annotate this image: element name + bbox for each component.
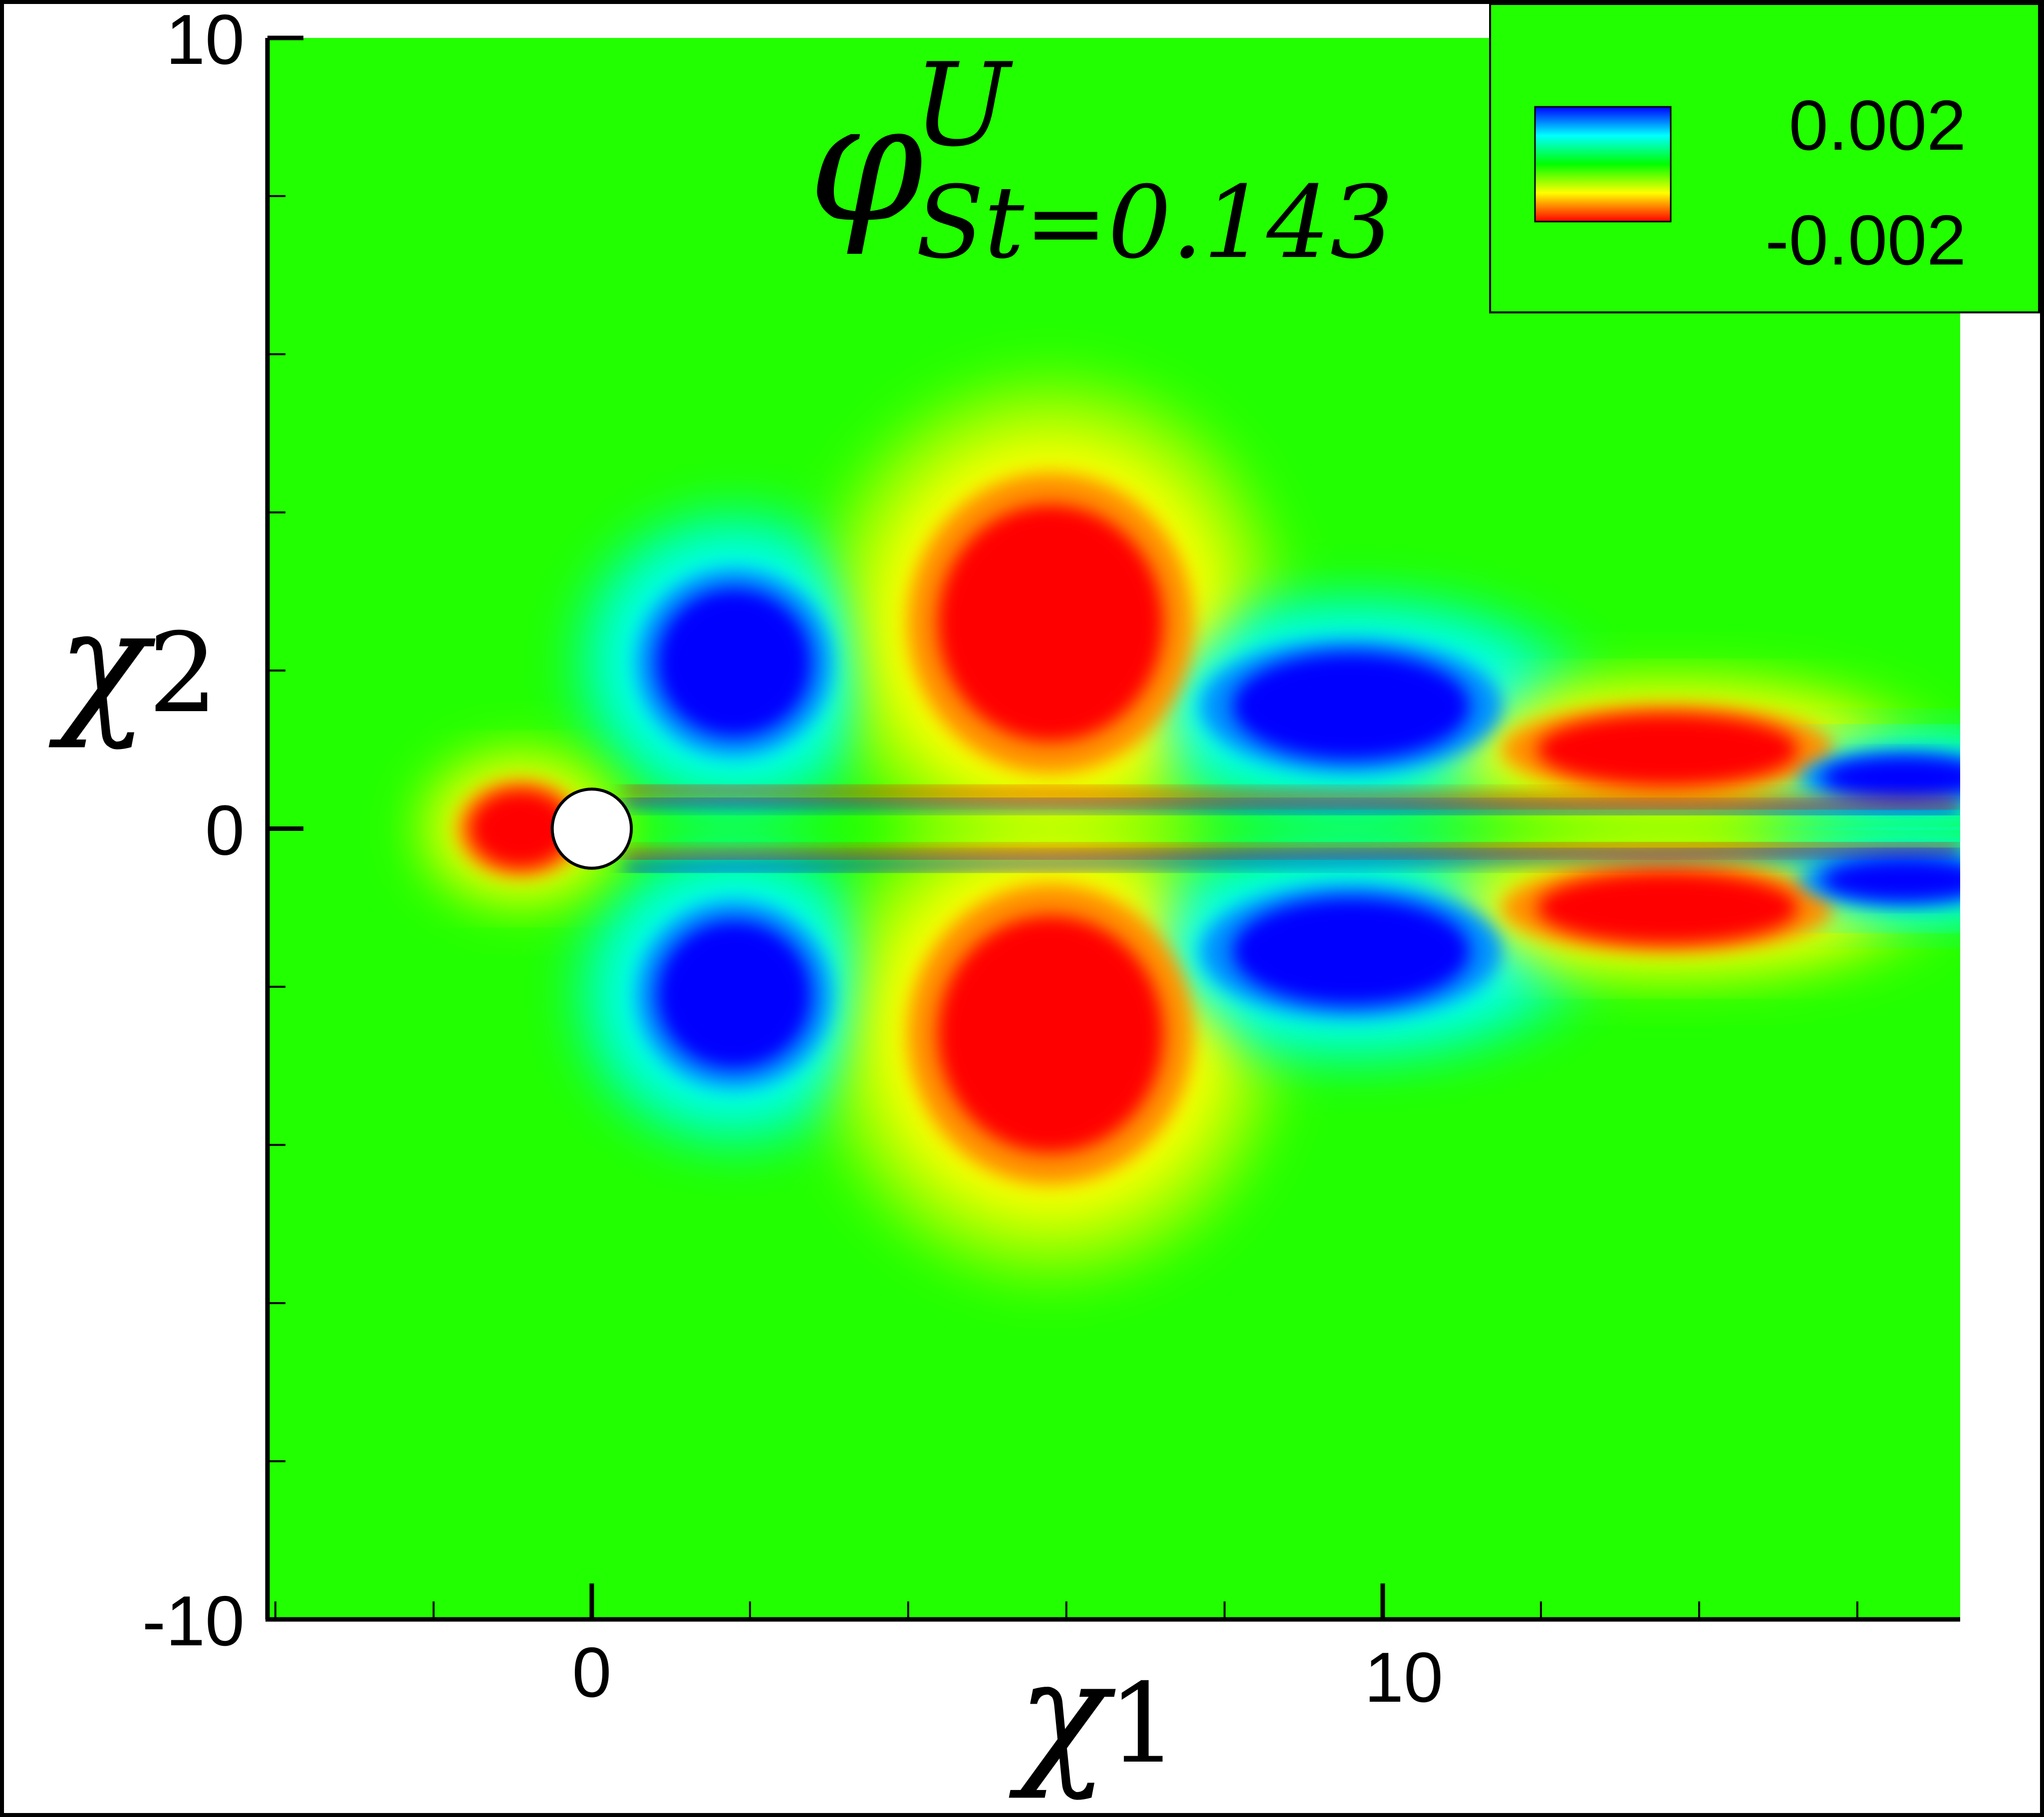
colorbar-min-label: -0.002 <box>1765 201 1966 280</box>
x-tick-label-0: 0 <box>572 1633 611 1712</box>
mode-blob-4-layer-3 <box>1232 652 1470 760</box>
colorbar-max-label: 0.002 <box>1789 86 1966 165</box>
cylinder <box>550 787 633 870</box>
mode-blob-8-layer-3 <box>1821 756 1960 798</box>
title-subscript: St=0.143 <box>916 165 1394 281</box>
x-axis-label: χ1 <box>1008 1628 1178 1802</box>
y-axis-label: χ2 <box>48 577 218 752</box>
mode-blob-9-layer-3 <box>1821 859 1960 901</box>
axes: 0 10 10 0 -10 <box>142 0 1960 1717</box>
mode-blob-5-layer-3 <box>1232 898 1470 1005</box>
colorbar <box>1534 106 1672 223</box>
y-tick-label-1: 0 <box>205 791 245 870</box>
shear-streak-2 <box>623 785 1960 808</box>
title-symbol: φ <box>808 67 924 259</box>
axis-ticks <box>267 35 1858 1622</box>
mode-blob-2-layer-3 <box>938 504 1164 742</box>
mode-blob-0-layer-3 <box>657 588 811 737</box>
axis-tick-labels: 0 10 10 0 -10 <box>142 0 1443 1717</box>
y-axis-label-symbol: χ <box>48 577 156 752</box>
mode-blob-10-layer-3 <box>470 790 571 867</box>
x-tick-label-1: 10 <box>1364 1638 1443 1717</box>
y-tick-label-2: -10 <box>142 1581 245 1661</box>
colorbar-legend: 0.002 -0.002 <box>1489 3 2040 313</box>
x-axis-label-index: 1 <box>1108 1660 1178 1788</box>
y-tick-label-0: 10 <box>166 0 245 79</box>
y-axis-label-index: 2 <box>148 609 218 737</box>
mode-blob-1-layer-3 <box>657 920 811 1069</box>
shear-streak-3 <box>623 849 1960 872</box>
title-superscript: U <box>913 39 1014 172</box>
shear-streak-1 <box>623 841 1960 860</box>
shear-streak-0 <box>623 797 1960 816</box>
contour-field <box>267 38 1960 1617</box>
mode-blob-3-layer-3 <box>938 915 1164 1153</box>
chart-title: φ U St=0.143 <box>808 39 1394 281</box>
mode-blob-6-layer-3 <box>1537 714 1798 785</box>
mode-structures <box>416 378 1960 1280</box>
mode-blob-7-layer-3 <box>1537 872 1798 944</box>
x-axis-label-symbol: χ <box>1008 1628 1116 1802</box>
